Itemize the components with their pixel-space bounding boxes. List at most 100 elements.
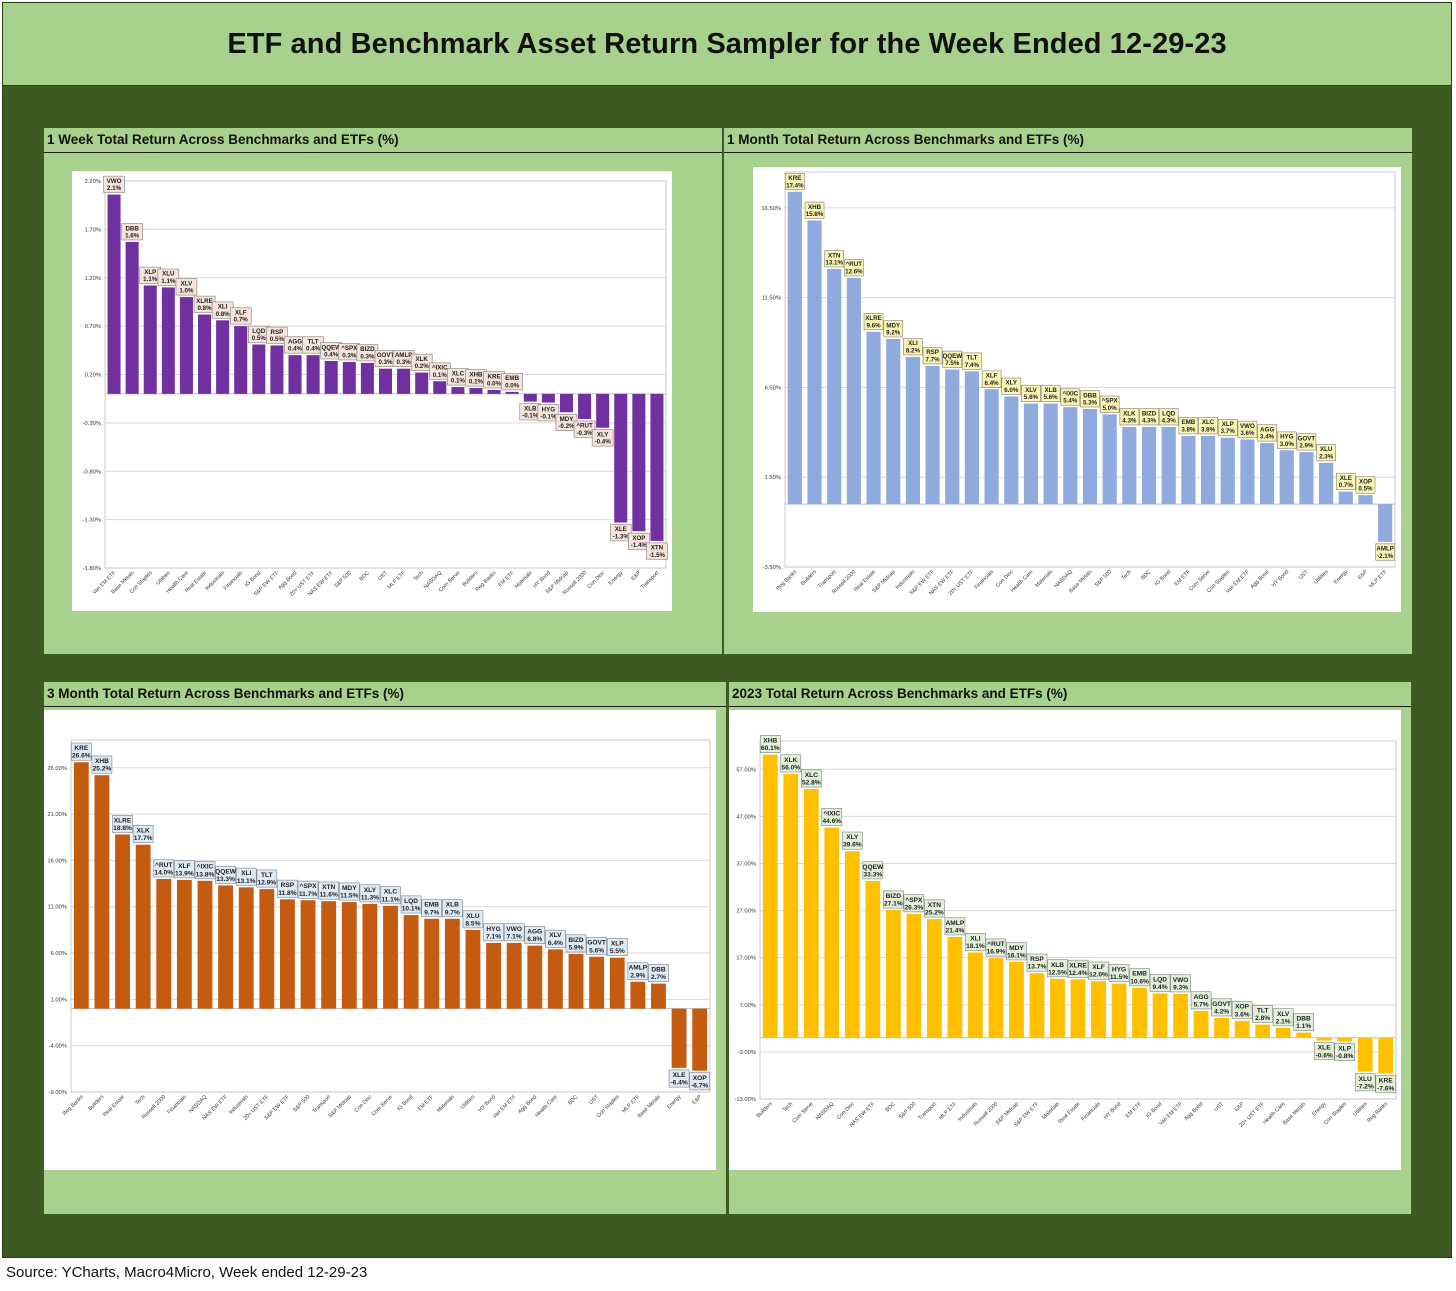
x-tick-label: Transport bbox=[917, 1101, 938, 1122]
data-label-value: 12.9% bbox=[257, 880, 276, 887]
bar bbox=[1004, 396, 1019, 505]
data-label-box bbox=[824, 250, 844, 268]
x-tick-label: BDC bbox=[359, 570, 371, 582]
data-label-value: 3.4% bbox=[1260, 434, 1275, 441]
data-label-ticker: KRE bbox=[74, 745, 89, 752]
bar bbox=[280, 899, 295, 1009]
data-label-box bbox=[537, 404, 560, 422]
plot-border bbox=[759, 740, 1397, 1100]
x-tick-label: MLP ETF bbox=[938, 1101, 959, 1122]
y-tick-label: 16.50% bbox=[761, 206, 781, 212]
chart-panel-1-week: 1 Week Total Return Across Benchmarks an… bbox=[44, 128, 722, 654]
x-tick-label: Transport bbox=[312, 1094, 333, 1115]
x-tick-label: HY Bond bbox=[478, 1094, 497, 1113]
bar bbox=[433, 381, 447, 394]
data-label-value: 5.6% bbox=[589, 947, 604, 954]
data-label-box bbox=[103, 175, 125, 193]
data-label-value: 11.8% bbox=[278, 890, 296, 897]
bar bbox=[885, 910, 901, 1038]
data-label-ticker: LQD bbox=[1162, 410, 1176, 417]
data-label-ticker: XLV bbox=[549, 932, 562, 939]
data-label-ticker: ^RUT bbox=[987, 940, 1004, 948]
bar bbox=[945, 369, 960, 505]
data-label-ticker: XLE bbox=[673, 1072, 686, 1079]
bar bbox=[179, 297, 193, 394]
bar bbox=[783, 773, 799, 1038]
data-label-value: 0.8% bbox=[216, 311, 231, 318]
y-tick-label: 6.00% bbox=[51, 951, 67, 957]
bar bbox=[1070, 979, 1086, 1038]
x-tick-label: MLP ETF bbox=[621, 1094, 642, 1115]
data-label-box bbox=[565, 934, 587, 953]
data-label-box bbox=[277, 879, 298, 898]
data-label-box bbox=[112, 814, 133, 833]
bar bbox=[198, 314, 212, 394]
y-tick-label: -3.50% bbox=[763, 565, 781, 571]
data-label-box bbox=[1006, 942, 1027, 961]
data-label-value: 44.6% bbox=[822, 818, 841, 825]
data-label-ticker: AGG bbox=[1260, 426, 1274, 433]
bar bbox=[451, 387, 465, 394]
source-note: Source: YCharts, Macro4Micro, Week ended… bbox=[6, 1264, 368, 1281]
data-label-value: 1.6% bbox=[125, 232, 140, 239]
data-label-value: 4.2% bbox=[1214, 1008, 1229, 1015]
chart-title: 3 Month Total Return Across Benchmarks a… bbox=[47, 686, 405, 701]
data-label-ticker: XLF bbox=[1092, 964, 1104, 971]
x-tick-label: NASDAQ bbox=[815, 1101, 835, 1121]
y-tick-label: -1.30% bbox=[83, 518, 101, 524]
data-label-ticker: XHB bbox=[808, 204, 822, 211]
x-tick-label: BDC bbox=[884, 1101, 896, 1113]
data-label-box bbox=[410, 353, 433, 371]
bar bbox=[486, 942, 501, 1009]
x-tick-label: Materials bbox=[436, 1094, 456, 1114]
x-tick-label: Builders bbox=[87, 1094, 105, 1112]
x-tick-label: Agg Bond bbox=[1250, 569, 1271, 590]
y-tick-label: -9.00% bbox=[49, 1090, 67, 1096]
data-label-value: 0.7% bbox=[1339, 482, 1354, 489]
data-label-box bbox=[132, 825, 154, 843]
data-label-ticker: RSP bbox=[271, 329, 284, 336]
data-label-box bbox=[586, 937, 607, 956]
data-label-value: 4.3% bbox=[1122, 417, 1137, 424]
data-label-box bbox=[863, 313, 884, 331]
data-label-ticker: HYG bbox=[1112, 966, 1126, 973]
data-label-box bbox=[1129, 968, 1150, 987]
bar bbox=[156, 878, 172, 1009]
x-tick-label: Con Staples bbox=[596, 1094, 621, 1119]
bar bbox=[803, 789, 819, 1038]
bar bbox=[1132, 987, 1147, 1038]
data-label-ticker: QQEW bbox=[942, 353, 962, 360]
bar bbox=[505, 391, 519, 394]
data-label-ticker: GOVT bbox=[1212, 1001, 1231, 1008]
x-tick-label: UST bbox=[1298, 569, 1310, 581]
data-label-box bbox=[1313, 1042, 1335, 1061]
bar bbox=[321, 901, 337, 1009]
bar bbox=[238, 887, 254, 1009]
data-label-value: 12.0% bbox=[1089, 972, 1108, 979]
data-label-ticker: XOP bbox=[693, 1075, 708, 1082]
data-label-value: 14.0% bbox=[154, 869, 173, 876]
plot-border bbox=[104, 180, 667, 569]
x-tick-label: Com Serve bbox=[791, 1101, 814, 1124]
data-label-value: 3.0% bbox=[1280, 441, 1295, 448]
data-label-value: 5.6% bbox=[1044, 394, 1059, 401]
bar bbox=[844, 851, 860, 1038]
data-label-ticker: XLF bbox=[235, 309, 247, 316]
data-label-ticker: BIZD bbox=[1142, 410, 1157, 417]
data-label-ticker: ^IXIC bbox=[823, 810, 840, 818]
bar bbox=[378, 368, 393, 394]
data-label-box bbox=[501, 373, 523, 391]
data-label-ticker: XTN bbox=[322, 884, 335, 891]
data-label-value: 13.9% bbox=[175, 870, 194, 877]
plot-area: -3.50% 1.50% 6.50% 11.50% 16.50% KRE 17.4% Reg … bbox=[753, 167, 1401, 612]
x-tick-label: BDC bbox=[567, 1094, 579, 1106]
data-label-box bbox=[1190, 991, 1212, 1010]
data-label-ticker: HYG bbox=[542, 406, 556, 413]
plot-border bbox=[784, 171, 1396, 568]
x-tick-label: Transport bbox=[640, 570, 661, 591]
data-label-box bbox=[153, 859, 175, 878]
data-label-box bbox=[380, 886, 401, 905]
data-label-box bbox=[1021, 384, 1041, 402]
data-label-value: 4.3% bbox=[1142, 417, 1157, 424]
data-label-value: 5.5% bbox=[610, 948, 625, 955]
